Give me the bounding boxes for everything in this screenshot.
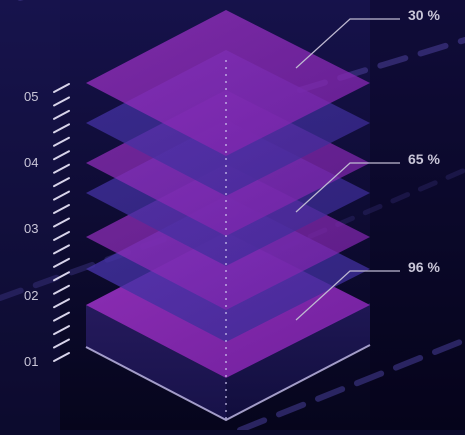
ruler-tick bbox=[53, 271, 70, 282]
ruler-tick bbox=[53, 190, 70, 201]
scale-label-04: 04 bbox=[24, 155, 38, 170]
ruler-tick bbox=[53, 109, 70, 120]
stack-layers bbox=[86, 10, 370, 378]
ruler-tick bbox=[53, 230, 70, 241]
ruler-tick bbox=[53, 352, 70, 362]
ruler-tick bbox=[53, 136, 70, 147]
scale-label-02: 02 bbox=[24, 288, 38, 303]
scale-label-05: 05 bbox=[24, 89, 38, 104]
ruler-tick bbox=[53, 244, 70, 255]
stack-base bbox=[85, 303, 371, 422]
callout-65: 65 % bbox=[295, 151, 440, 213]
callout-96-label: 96 % bbox=[408, 259, 440, 275]
ruler-tick bbox=[53, 325, 70, 336]
layer-7 bbox=[86, 10, 370, 156]
scale-ruler bbox=[53, 83, 70, 362]
ruler-tick bbox=[53, 83, 70, 93]
callout-65-label: 65 % bbox=[408, 151, 440, 167]
ruler-tick bbox=[53, 311, 70, 322]
ruler-tick bbox=[53, 163, 70, 174]
ruler-tick bbox=[53, 217, 70, 228]
scale-label-03: 03 bbox=[24, 221, 38, 236]
ruler-tick bbox=[53, 150, 70, 161]
scale-label-01: 01 bbox=[24, 354, 38, 369]
ruler-tick bbox=[53, 284, 70, 295]
ruler-tick bbox=[53, 204, 70, 215]
callout-96: 96 % bbox=[295, 259, 440, 321]
background-band bbox=[0, 0, 60, 430]
ruler-tick bbox=[53, 338, 70, 349]
callout-30: 30 % bbox=[295, 7, 440, 69]
ruler-tick bbox=[53, 298, 70, 309]
ruler-tick bbox=[53, 96, 70, 107]
callout-30-label: 30 % bbox=[408, 7, 440, 23]
ruler-tick bbox=[53, 177, 70, 188]
scale-labels: 05 04 03 02 01 bbox=[24, 89, 38, 369]
ruler-tick bbox=[53, 257, 70, 268]
ruler-tick bbox=[53, 123, 70, 134]
